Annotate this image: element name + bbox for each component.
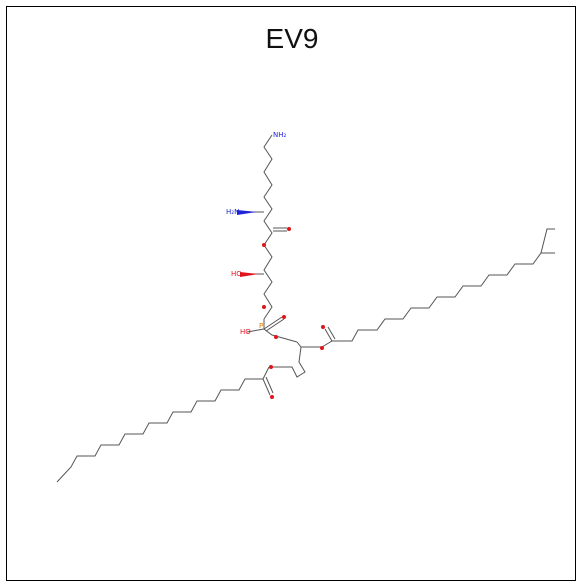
- atom-labels: NH₂ H₂N HO: [226, 131, 325, 399]
- glycerol-backbone: [269, 341, 322, 378]
- phosphate-group: P HO: [240, 316, 298, 343]
- oxygen-atom: [321, 325, 325, 329]
- amine-label: NH₂: [273, 131, 287, 139]
- oxygen-atom: [287, 227, 291, 231]
- lower-acyl-chain: [56, 366, 274, 483]
- p-hydroxyl-label: HO: [240, 328, 251, 336]
- oxygen-atom: [274, 335, 278, 339]
- oxygen-atom: [320, 346, 324, 350]
- wedge-bond: [237, 210, 257, 215]
- oxygen-atom: [262, 243, 266, 247]
- oxygen-atom: [270, 395, 274, 399]
- hydroxyl-label: HO: [231, 270, 242, 278]
- oxygen-atom: [262, 305, 266, 309]
- page-title: EV9: [265, 23, 319, 54]
- molecule-structure: P HO NH₂ H₂N HO: [56, 131, 555, 483]
- molecule-viewer: EV9 P HO: [6, 6, 576, 581]
- phosphorus-label: P: [259, 322, 263, 330]
- upper-acyl-chain: [321, 228, 555, 348]
- oxygen-atom: [282, 315, 286, 319]
- alpha-amine-label: H₂N: [226, 208, 239, 216]
- head-chain: [237, 134, 287, 320]
- oxygen-atom: [269, 365, 273, 369]
- wedge-bond: [240, 272, 259, 277]
